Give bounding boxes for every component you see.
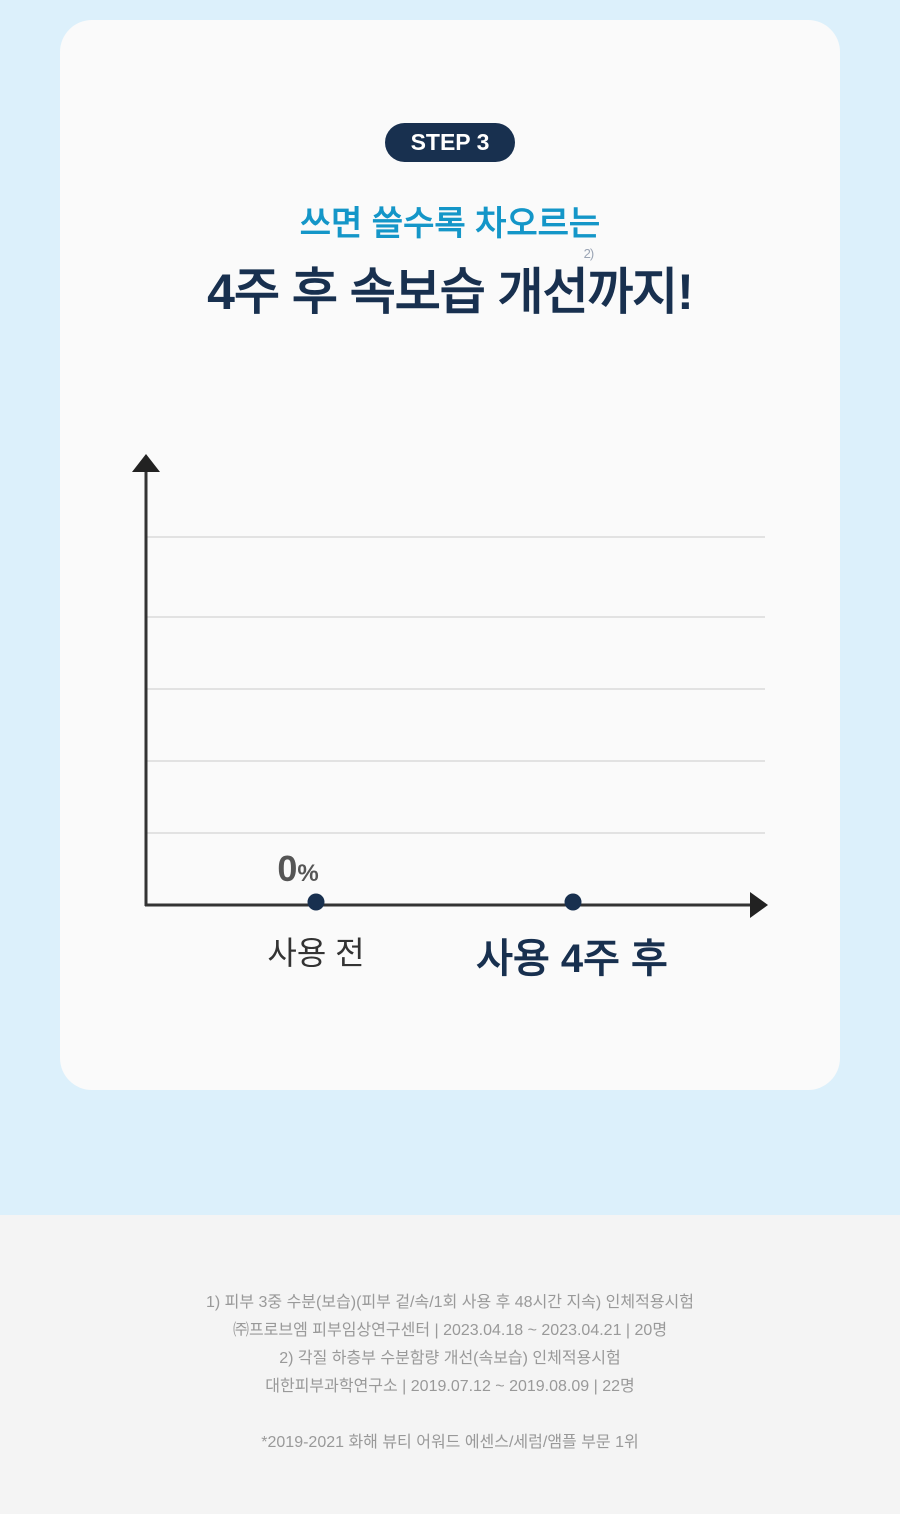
footer (0, 1215, 900, 1514)
footnote-ref: 2) (583, 246, 595, 261)
headline-main: 4주 후 속보습 개선 (207, 264, 588, 320)
value-unit: % (297, 860, 319, 887)
value-number: 0 (277, 848, 298, 889)
x-axis-arrow-icon (750, 892, 768, 918)
chart (132, 454, 768, 918)
data-point (564, 893, 582, 911)
subtitle: 쓰면 쓸수록 차오르는 (299, 205, 601, 243)
award-note: *2019-2021 화해 뷰티 어워드 에센스/세럼/앰플 부문 1위 (261, 1434, 639, 1451)
x-label-after: 사용 4주 후 (476, 937, 668, 981)
value-label: 0% (277, 848, 318, 890)
step-card (60, 20, 840, 1090)
footnote-1: 1) 피부 3중 수분(보습)(피부 겉/속/1회 사용 후 48시간 지속) … (205, 1294, 695, 1311)
x-label-before: 사용 전 (267, 935, 365, 971)
step-badge: STEP 3 (385, 123, 515, 162)
headline-tail: 까지! (587, 264, 694, 320)
footnote-2: 2) 각질 하층부 수분함량 개선(속보습) 인체적용시험 (279, 1350, 621, 1367)
headline: 4주 후 속보습 개선 2) 까지! (0, 246, 900, 324)
y-axis-arrow-icon (132, 454, 160, 472)
footnote-1-source: ㈜프로브엠 피부임상연구센터 | 2023.04.18 ~ 2023.04.21… (232, 1322, 668, 1339)
data-point (307, 893, 325, 911)
footnote-2-source: 대한피부과학연구소 | 2019.07.12 ~ 2019.08.09 | 22… (265, 1378, 635, 1395)
